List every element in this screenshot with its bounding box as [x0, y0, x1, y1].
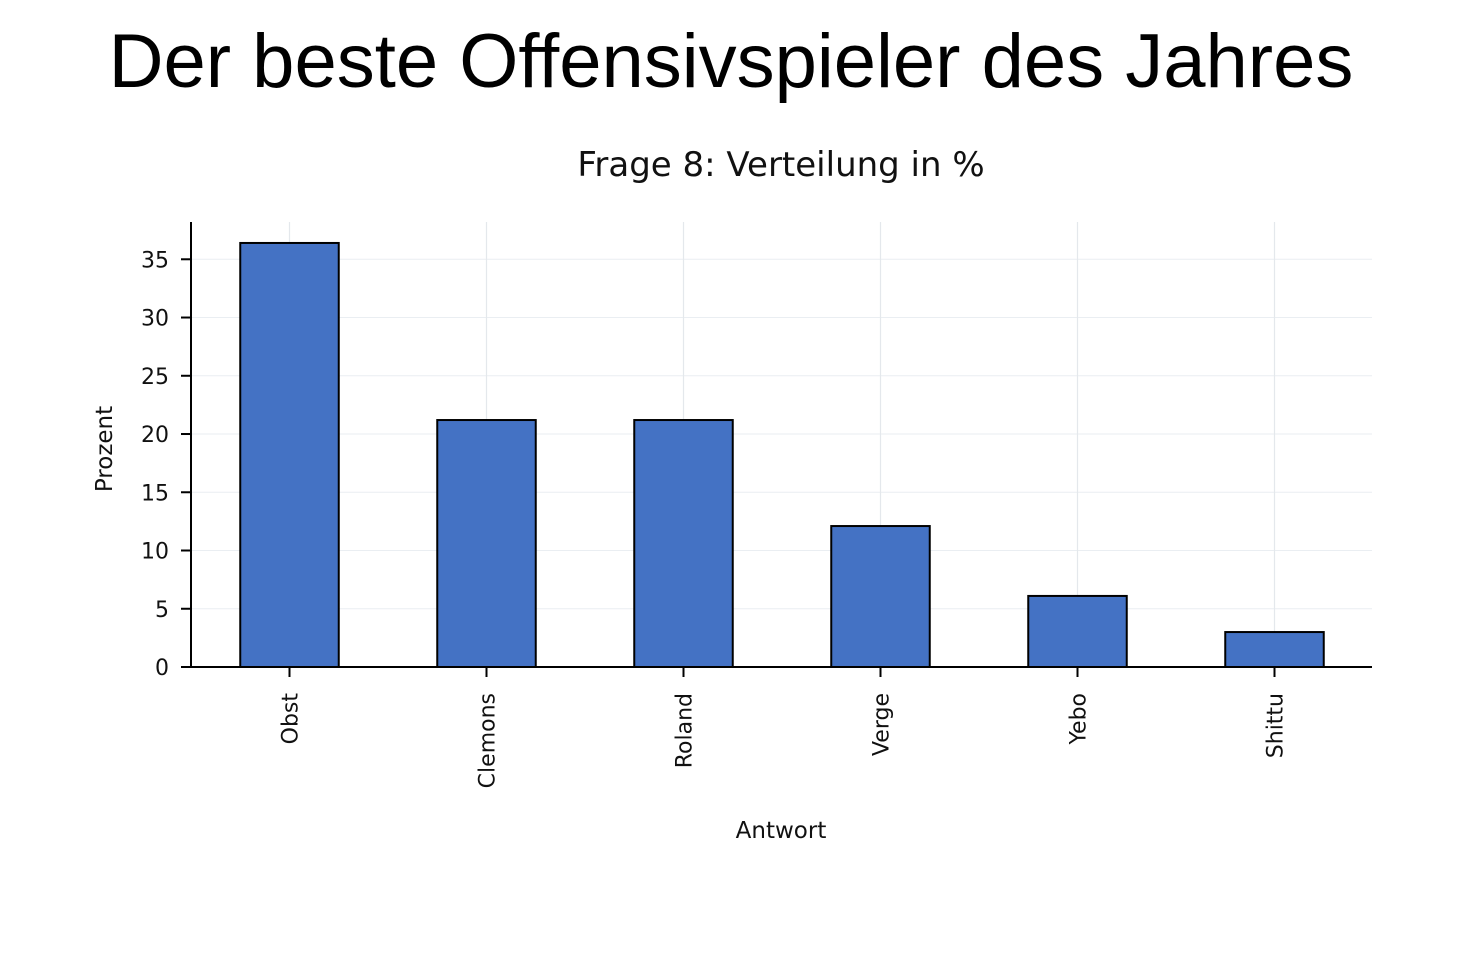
y-tick-label-0: 0 [155, 656, 169, 681]
slide-title: Der beste Offensivspieler des Jahres [108, 19, 1354, 104]
grid-lines [191, 222, 1372, 668]
chart-title: Frage 8: Verteilung in % [577, 145, 984, 185]
bar-obst [239, 241, 340, 668]
y-tick-label-4: 20 [141, 423, 169, 448]
axes [181, 222, 1372, 677]
bar-yebo [1027, 594, 1128, 669]
bar-verge [830, 525, 931, 668]
tick-labels: 0 5 10 15 20 25 30 35 Obst Clemons Roland Verge Yebo… [141, 248, 1289, 788]
x-tick-label-obst: Obst [279, 693, 304, 745]
x-axis-label: Antwort [736, 818, 827, 844]
x-tick-label-shittu: Shittu [1264, 693, 1289, 758]
x-tick-label-roland: Roland [673, 693, 698, 768]
y-tick-label-5: 25 [141, 365, 169, 390]
bars [239, 241, 1325, 669]
bar-shittu [1224, 631, 1325, 669]
bar-roland [633, 419, 734, 668]
x-tick-label-verge: Verge [870, 693, 895, 756]
x-tick-label-yebo: Yebo [1067, 693, 1092, 745]
y-tick-label-3: 15 [141, 481, 169, 506]
y-tick-label-1: 5 [155, 598, 169, 623]
y-tick-label-6: 30 [141, 307, 169, 332]
bar-clemons [436, 419, 537, 668]
y-tick-label-2: 10 [141, 540, 169, 565]
y-tick-label-7: 35 [141, 248, 169, 273]
y-axis-label: Prozent [92, 406, 118, 492]
x-tick-label-clemons: Clemons [476, 693, 501, 788]
